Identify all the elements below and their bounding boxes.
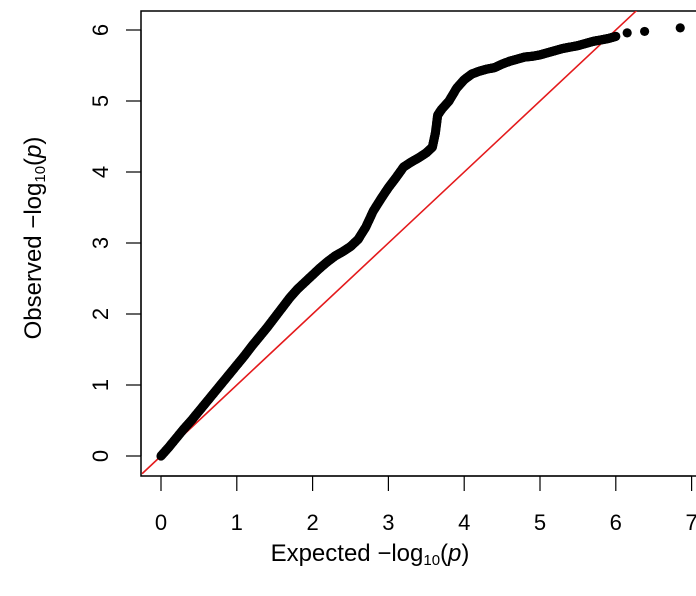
x-tick-label: 5 bbox=[534, 510, 546, 535]
x-tick-label: 2 bbox=[306, 510, 318, 535]
y-axis-label-log-base: 10 bbox=[32, 165, 49, 183]
reference-line-group bbox=[141, 11, 638, 475]
y-tick-label: 5 bbox=[88, 95, 113, 107]
reference-line bbox=[141, 11, 638, 475]
data-point bbox=[640, 26, 650, 37]
x-tick-label: 6 bbox=[610, 510, 622, 535]
data-point bbox=[675, 23, 685, 33]
x-tick-label: 3 bbox=[382, 510, 394, 535]
y-axis-label: Observed −log10(p) bbox=[20, 136, 49, 340]
y-axis-label-p: p bbox=[20, 144, 47, 158]
x-axis-label: Expected −log10(p) bbox=[270, 540, 470, 569]
x-axis: 0 1 2 3 4 5 6 7 bbox=[155, 475, 696, 535]
x-axis-label-prefix: Expected −log bbox=[270, 540, 424, 567]
data-point bbox=[611, 31, 621, 41]
x-axis-label-log-base: 10 bbox=[423, 552, 441, 569]
data-point bbox=[622, 28, 632, 38]
y-tick-label: 0 bbox=[88, 450, 113, 462]
x-tick-label: 4 bbox=[458, 510, 470, 535]
y-tick-label: 2 bbox=[88, 308, 113, 320]
y-tick-label: 6 bbox=[88, 24, 113, 36]
x-axis-label-p: p bbox=[448, 540, 462, 567]
x-tick-label: 0 bbox=[155, 510, 167, 535]
x-tick-label: 1 bbox=[231, 510, 243, 535]
x-tick-label: 7 bbox=[685, 510, 696, 535]
y-tick-label: 3 bbox=[88, 237, 113, 249]
y-tick-label: 4 bbox=[88, 166, 113, 178]
plot-box bbox=[140, 10, 696, 477]
points-group bbox=[156, 23, 685, 461]
y-tick-label: 1 bbox=[88, 379, 113, 391]
y-axis: 0 1 2 3 4 5 6 bbox=[88, 24, 142, 462]
y-axis-label-prefix: Observed −log bbox=[20, 182, 47, 340]
